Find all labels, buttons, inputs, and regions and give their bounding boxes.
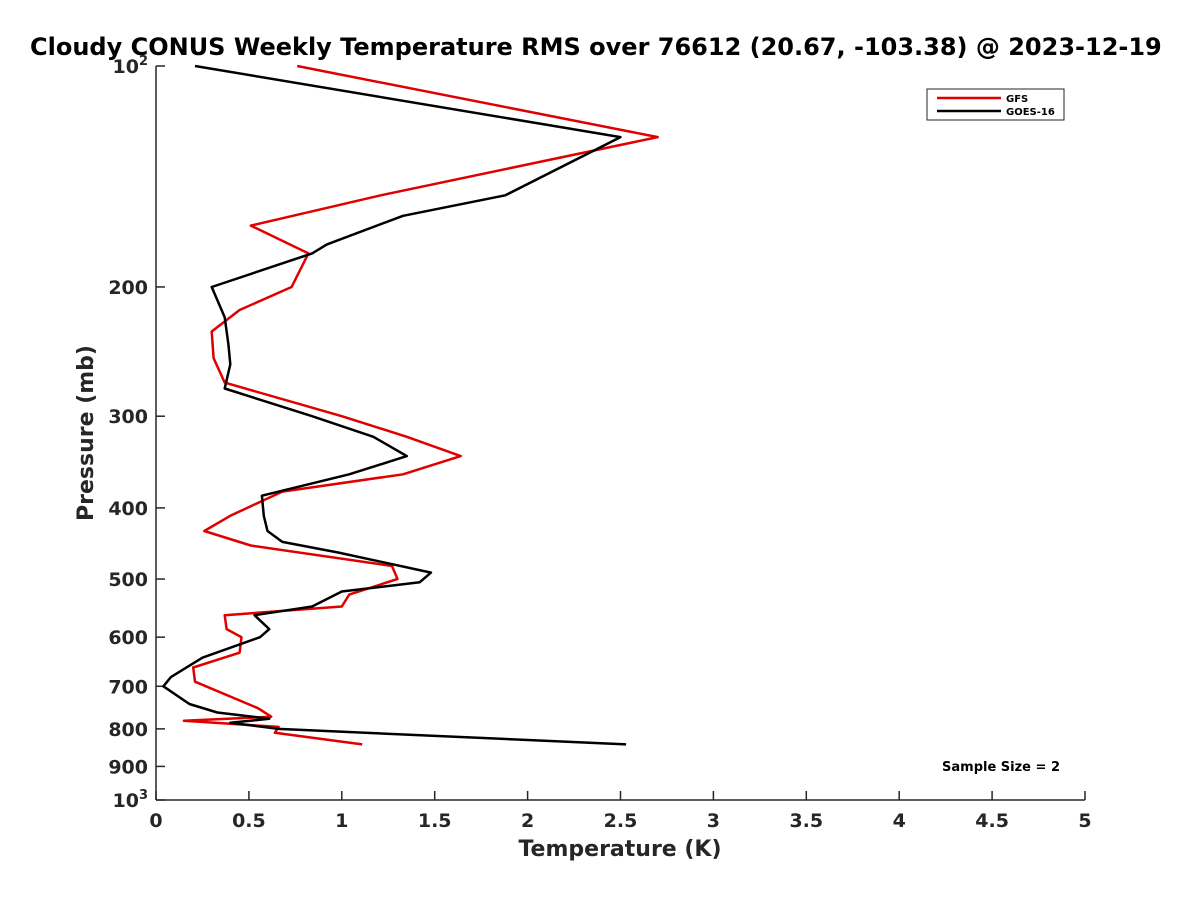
y-tick-label: 400 <box>108 498 148 520</box>
x-tick-label: 2 <box>521 810 534 832</box>
y-tick-label: 700 <box>108 676 148 698</box>
legend-label: GFS <box>1006 94 1028 105</box>
x-axis-label: Temperature (K) <box>518 837 721 862</box>
sample-size-note: Sample Size = 2 <box>942 760 1060 775</box>
x-tick-label: 0 <box>149 810 162 832</box>
x-axis-ticks: 0 0.5 1 1.5 2 2.5 3 3.5 4 4.5 5 <box>149 791 1092 832</box>
x-tick-label: 0.5 <box>232 810 266 832</box>
y-tick-label: 102 <box>113 54 149 78</box>
y-tick-label: 900 <box>108 756 148 778</box>
legend-label: GOES-16 <box>1006 107 1055 118</box>
x-tick-label: 2.5 <box>604 810 638 832</box>
y-tick-label: 300 <box>108 406 148 428</box>
y-tick-label: 800 <box>108 719 148 741</box>
y-tick-label: 103 <box>113 788 149 812</box>
plot-area: 0 0.5 1 1.5 2 2.5 3 3.5 4 4.5 5 102 200 300 400 500 600… <box>108 54 1091 832</box>
y-tick-label: 200 <box>108 277 148 299</box>
y-tick-label: 600 <box>108 627 148 649</box>
x-tick-label: 1 <box>335 810 348 832</box>
x-tick-label: 5 <box>1078 810 1091 832</box>
y-tick-label: 500 <box>108 569 148 591</box>
y-axis-label: Pressure (mb) <box>74 345 99 521</box>
x-tick-label: 3.5 <box>789 810 823 832</box>
series-line-goes-16 <box>162 64 627 746</box>
legend-box <box>926 88 1065 121</box>
x-tick-label: 4.5 <box>975 810 1009 832</box>
y-axis-ticks: 102 200 300 400 500 600 700 800 900 103 <box>108 54 165 812</box>
x-tick-label: 3 <box>707 810 720 832</box>
x-tick-label: 1.5 <box>418 810 452 832</box>
x-tick-label: 4 <box>893 810 906 832</box>
series-lines <box>162 64 659 746</box>
legend: GFS GOES-16 <box>926 88 1065 121</box>
chart-title: Cloudy CONUS Weekly Temperature RMS over… <box>30 33 1162 61</box>
series-line-gfs <box>182 64 659 746</box>
